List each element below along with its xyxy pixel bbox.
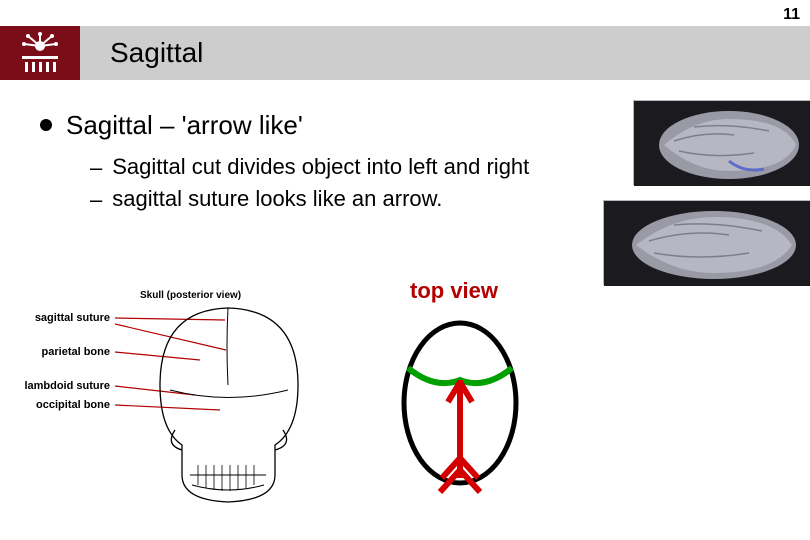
logo-icon	[10, 30, 70, 76]
sub-bullet-text: Sagittal cut divides object into left an…	[112, 153, 529, 181]
brain-image-sagittal-2	[603, 200, 810, 285]
top-view-diagram	[390, 308, 540, 508]
page-number: 11	[783, 6, 800, 24]
sub-bullet-text: sagittal suture looks like an arrow.	[112, 185, 442, 213]
skull-diagram: Skull (posterior view) sagittal suture p…	[10, 290, 390, 530]
institution-logo	[0, 26, 80, 80]
skull-svg	[10, 290, 390, 530]
sub-bullet-row: – sagittal suture looks like an arrow.	[90, 185, 560, 213]
main-bullet-text: Sagittal – 'arrow like'	[66, 110, 303, 141]
header-bar: Sagittal	[0, 26, 810, 80]
content-area: Sagittal – 'arrow like' – Sagittal cut d…	[40, 110, 560, 217]
dash-icon: –	[90, 187, 102, 213]
bullet-icon	[40, 119, 52, 131]
sub-bullet-row: – Sagittal cut divides object into left …	[90, 153, 560, 181]
slide-title: Sagittal	[110, 37, 203, 69]
sub-bullets: – Sagittal cut divides object into left …	[90, 153, 560, 213]
dash-icon: –	[90, 155, 102, 181]
slide: 11 Sagittal Sagittal – 'arrow like'	[0, 0, 810, 540]
brain-image-sagittal-1	[633, 100, 810, 185]
main-bullet-row: Sagittal – 'arrow like'	[40, 110, 560, 141]
top-view-label: top view	[410, 278, 498, 304]
